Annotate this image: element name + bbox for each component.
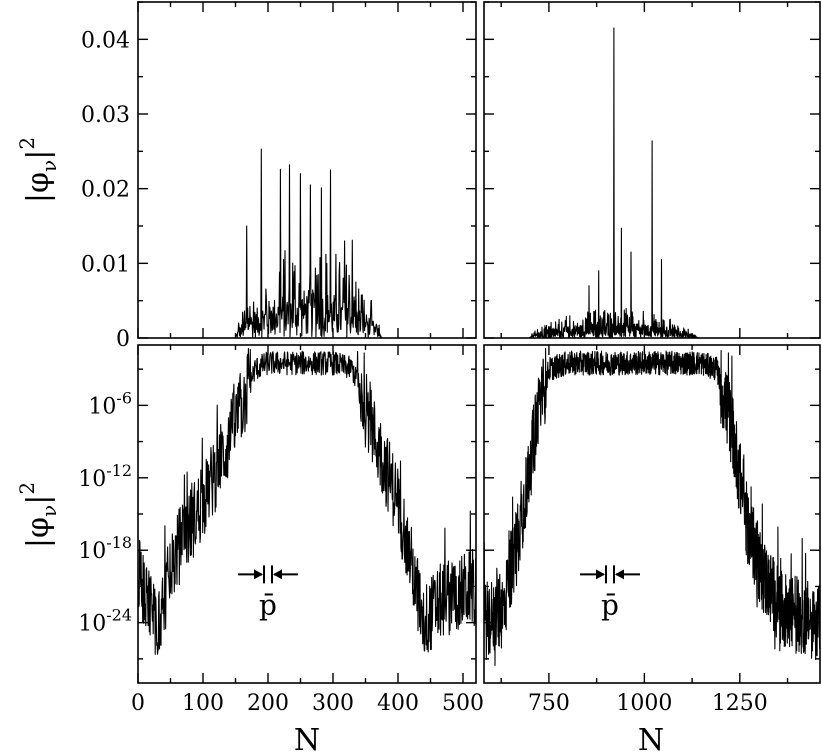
y-tick-label: 10-18 [78,533,132,564]
x-tick-label: 300 [312,691,354,716]
y-tick-label: 10-24 [78,606,132,637]
series-line [483,27,821,339]
marker-arrowhead-left [254,569,263,580]
y-tick-label: 0.03 [81,103,130,128]
x-tick-label: 100 [182,691,224,716]
y-axis-title-top: |φν|2 [15,137,61,203]
plot-frame [137,1,477,339]
x-tick-label: 400 [377,691,419,716]
marker-arrowhead-right [615,569,624,580]
panel-top-right [483,1,821,339]
y-axis-title: |φν|2 [15,482,61,548]
y-tick-label: 10-12 [78,461,132,492]
y-tick-label: 0.01 [81,252,130,277]
marker-arrowhead-left [596,569,605,580]
series-line [137,148,476,339]
marker-label: p̄ [601,588,619,621]
y-axis-title: |φν|2 [15,137,61,203]
x-tick-label: 0 [131,691,145,716]
y-tick-label: 0.02 [81,178,130,203]
y-tick-label: 0 [116,327,130,352]
x-axis-title-right: N [638,723,664,755]
x-tick-label: 750 [528,691,570,716]
series-line [483,348,821,667]
y-axis-title-bottom: |φν|2 [15,482,61,548]
plot-frame [483,344,821,684]
panel-bottom-left: 0 100 200 300 400 500 10-24 10-18 10-12 10-6 p̄ [78,344,484,716]
marker-label: p̄ [259,588,277,621]
x-tick-label: 200 [247,691,289,716]
plot-frame [483,1,821,339]
series-line [137,348,477,655]
panel-bottom-right: 750 1000 1250 p̄ [483,344,821,716]
x-axis-title-left: N [294,723,320,755]
y-tick-label: 10-6 [88,388,132,419]
x-tick-label: 1000 [616,691,672,716]
x-tick-label: 500 [442,691,484,716]
panel-top-left: 0 0.01 0.02 0.03 0.04 [81,1,477,352]
marker-arrowhead-right [273,569,282,580]
y-tick-label: 0.04 [81,28,130,53]
x-tick-label: 1250 [712,691,768,716]
